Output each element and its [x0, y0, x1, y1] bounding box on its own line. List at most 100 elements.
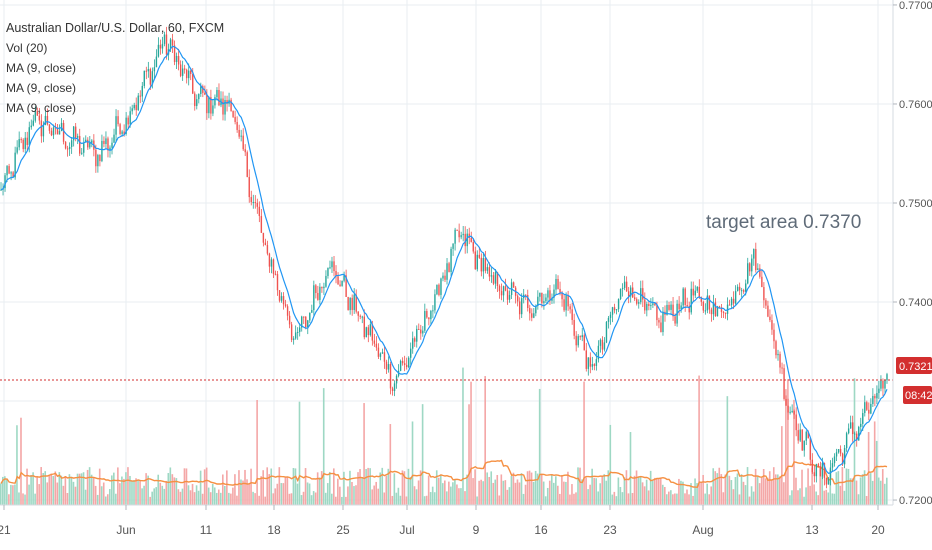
volume-bar: [825, 489, 828, 505]
candle-body: [36, 111, 39, 116]
candle-body: [357, 311, 359, 316]
volume-bar: [692, 495, 694, 505]
candle-body: [131, 108, 133, 112]
candle-body: [472, 242, 474, 252]
candle-body: [260, 216, 263, 233]
volume-bar: [843, 490, 846, 505]
candle-body: [878, 388, 880, 394]
volume-bars: [0, 367, 888, 505]
candle-body: [111, 142, 113, 148]
candle-body: [482, 258, 485, 272]
candle-body: [135, 104, 137, 111]
time-tick-label: 20: [871, 523, 885, 537]
candle-body: [520, 298, 523, 315]
candle-body: [815, 464, 818, 477]
candle-body: [506, 290, 509, 300]
volume-bar: [478, 480, 480, 505]
volume-bar: [492, 482, 495, 505]
candle-body: [537, 296, 539, 306]
volume-bar: [207, 487, 210, 505]
volume-bar: [855, 480, 858, 505]
indicator-ma-3[interactable]: MA (9, close): [6, 101, 77, 115]
volume-bar: [50, 473, 53, 505]
volume-bar: [512, 472, 515, 505]
volume-bar: [322, 388, 325, 505]
candle-body: [462, 233, 464, 236]
volume-bar: [147, 475, 149, 505]
candle-body: [795, 414, 797, 431]
volume-bar: [617, 477, 620, 505]
candle-body: [696, 286, 698, 291]
symbol-title[interactable]: Australian Dollar/U.S. Dollar, 60, FXCM: [6, 21, 225, 35]
candle-body: [678, 303, 680, 310]
time-tick-label: Jun: [116, 523, 135, 537]
volume-bar: [748, 496, 751, 505]
volume-bar: [139, 479, 141, 505]
volume-bar: [621, 492, 624, 505]
candle-body: [708, 295, 711, 310]
volume-bar: [760, 477, 763, 505]
volume-bar: [46, 482, 49, 505]
volume-bar: [104, 496, 107, 505]
time-axis[interactable]: 21 Jun 11 18 25 Jul 9 16 23 Aug 13 20: [0, 505, 885, 537]
volume-bar: [653, 477, 656, 505]
volume-bar: [706, 483, 708, 505]
volume-bar: [448, 481, 450, 505]
candle-body: [773, 329, 775, 342]
volume-bar: [528, 470, 531, 505]
candle-body: [704, 310, 707, 312]
volume-bar: [799, 488, 801, 505]
candle-body: [38, 115, 41, 121]
candle-body: [668, 304, 670, 310]
candle-body: [333, 261, 335, 272]
candle-body: [296, 331, 299, 333]
candle-body: [660, 322, 662, 333]
candle-body: [81, 152, 83, 154]
candle-body: [611, 307, 614, 315]
candle-body: [385, 361, 388, 370]
volume-bar: [623, 477, 626, 505]
candle-body: [361, 316, 363, 318]
candle-body: [311, 310, 313, 313]
volume-bar: [48, 475, 51, 505]
volume-bar: [712, 468, 715, 505]
candle-body: [319, 286, 321, 300]
volume-bar: [879, 480, 882, 505]
indicator-ma-1[interactable]: MA (9, close): [6, 61, 77, 75]
volume-bar: [224, 486, 226, 505]
candle-body: [343, 275, 345, 281]
candle-body: [809, 438, 812, 460]
candle-body: [303, 316, 305, 318]
volume-bar: [581, 479, 583, 505]
indicator-ma-2[interactable]: MA (9, close): [6, 81, 77, 95]
candle-body: [418, 328, 420, 330]
candle-body: [759, 268, 761, 277]
volume-bar: [801, 469, 803, 505]
volume-bar: [857, 494, 860, 505]
candle-body: [50, 130, 53, 136]
candle-body: [484, 258, 487, 271]
candle-body: [527, 295, 529, 308]
candle-body: [317, 292, 319, 300]
volume-bar: [254, 493, 256, 505]
candle-body: [16, 147, 18, 153]
volume-bar: [663, 486, 666, 505]
candle-body: [24, 137, 26, 150]
volume-bar: [260, 476, 262, 505]
indicator-volume[interactable]: Vol (20): [6, 41, 48, 55]
volume-bar: [702, 474, 704, 505]
time-tick-label: 18: [267, 523, 281, 537]
candle-body: [430, 310, 432, 320]
volume-bar: [153, 488, 155, 505]
candle-body: [454, 229, 456, 244]
candle-body: [811, 459, 814, 473]
volume-bar: [357, 472, 359, 505]
volume-bar: [349, 470, 351, 505]
volume-bar: [439, 475, 442, 505]
candle-body: [95, 149, 97, 167]
volume-bar: [268, 474, 271, 505]
candle-body: [648, 303, 650, 306]
